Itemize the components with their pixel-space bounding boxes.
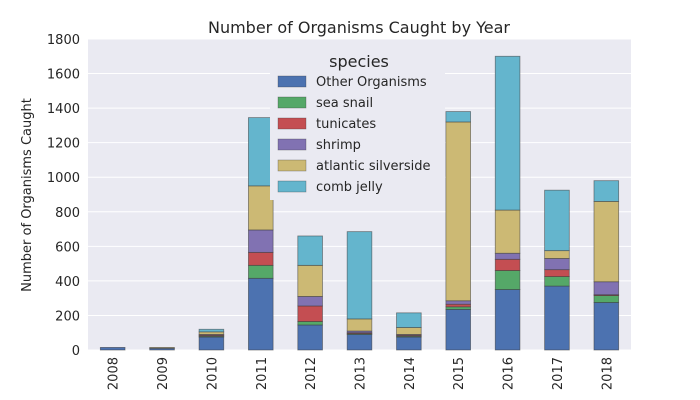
y-tick-label: 1000	[47, 171, 80, 186]
chart-title: Number of Organisms Caught by Year	[208, 18, 510, 37]
bar-segment	[149, 347, 175, 349]
bar-segment	[445, 300, 471, 305]
bar-segment	[248, 277, 274, 351]
bar-segment	[99, 347, 126, 351]
bar-segment	[297, 305, 323, 322]
x-tick-label: 2015	[452, 357, 467, 390]
x-tick-label: 2013	[354, 357, 369, 390]
bar-segment	[396, 336, 422, 351]
bar-segment	[297, 324, 323, 351]
bar-segment	[445, 308, 471, 351]
y-axis-label: Number of Organisms Caught	[20, 98, 35, 292]
bar-segment	[544, 276, 570, 287]
y-tick-label: 1600	[47, 68, 80, 83]
bar-segment	[248, 117, 274, 187]
x-tick-label: 2014	[403, 357, 418, 390]
y-tick-label: 800	[55, 206, 80, 221]
bar-segment	[445, 111, 471, 123]
bar-segment	[346, 334, 373, 351]
bar-segment	[593, 180, 620, 202]
bar-segment	[544, 269, 570, 277]
legend: species Other Organisms sea snail tunicate…	[270, 48, 445, 200]
legend-swatch	[277, 96, 307, 109]
legend-label: atlantic silverside	[316, 159, 431, 174]
x-axis-ticks: 2008 2009 2010 2011 2012 2013 2014 2015 2016 2017…	[107, 357, 616, 390]
y-tick-label: 1200	[47, 137, 80, 152]
bar-segment	[248, 229, 274, 253]
bar-segment	[396, 327, 422, 335]
bar-segment	[494, 289, 521, 351]
legend-swatch	[277, 159, 307, 172]
x-tick-label: 2011	[255, 357, 270, 390]
y-axis-ticks: 0 200 400 600 800 1000 1200 1400 1600 1800	[47, 33, 80, 359]
legend-label: sea snail	[316, 96, 373, 111]
legend-label: comb jelly	[316, 180, 383, 195]
bars-group	[99, 55, 620, 351]
bar-segment	[494, 258, 521, 271]
bar-segment	[346, 231, 373, 320]
y-tick-label: 600	[55, 240, 80, 255]
bar-segment	[544, 250, 570, 259]
bar-segment	[297, 296, 323, 307]
bar-segment	[248, 185, 274, 231]
bar-segment	[198, 336, 225, 351]
bar-segment	[544, 258, 570, 271]
x-tick-label: 2009	[156, 357, 171, 390]
bar-segment	[346, 318, 373, 332]
bar-segment	[396, 312, 422, 328]
bar-segment	[494, 209, 521, 254]
bar-segment	[494, 270, 521, 290]
legend-swatch	[277, 180, 307, 193]
legend-label: shrimp	[316, 138, 361, 153]
y-tick-label: 200	[55, 309, 80, 324]
bar-segment	[297, 235, 323, 266]
bar-segment	[248, 251, 274, 266]
bar-segment	[494, 55, 521, 211]
y-tick-label: 1800	[47, 33, 80, 48]
legend-title: species	[329, 52, 389, 71]
legend-swatch	[277, 138, 307, 151]
y-tick-label: 1400	[47, 102, 80, 117]
legend-swatch	[277, 117, 307, 130]
bar-segment	[593, 281, 620, 296]
bar-segment	[593, 295, 620, 303]
bar-segment	[593, 201, 620, 283]
legend-swatch	[277, 75, 307, 88]
bar-segment	[248, 264, 274, 279]
bar-segment	[593, 302, 620, 351]
legend-label: Other Organisms	[316, 75, 427, 90]
x-tick-label: 2012	[304, 357, 319, 390]
bar-segment	[544, 189, 570, 252]
y-tick-label: 0	[72, 344, 80, 359]
bar-segment	[445, 121, 471, 302]
bar-segment	[544, 285, 570, 351]
bar-segment	[198, 328, 225, 333]
x-tick-label: 2016	[502, 357, 517, 390]
bar-segment	[297, 264, 323, 297]
bar-segment	[297, 321, 323, 326]
legend-label: tunicates	[316, 117, 376, 132]
x-tick-label: 2018	[600, 357, 615, 390]
x-tick-label: 2010	[205, 357, 220, 390]
x-tick-label: 2017	[551, 357, 566, 390]
bar-segment	[494, 252, 521, 260]
y-tick-label: 400	[55, 275, 80, 290]
x-tick-label: 2008	[107, 357, 122, 390]
